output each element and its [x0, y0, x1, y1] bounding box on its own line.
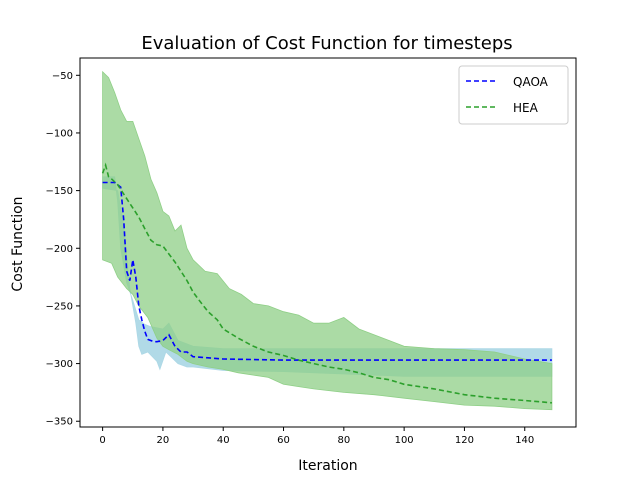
y-tick-label: −100 [46, 128, 73, 139]
x-tick-label: 60 [277, 435, 290, 446]
x-tick-label: 0 [99, 435, 105, 446]
y-axis-ticks: −50 −100 −150 −200 −250 −300 −350 [46, 71, 80, 428]
band-hea [102, 70, 553, 411]
x-tick-label: 140 [515, 435, 534, 446]
y-tick-label: −50 [52, 71, 73, 82]
x-tick-label: 120 [455, 435, 474, 446]
x-tick-label: 80 [337, 435, 350, 446]
legend-label-hea: HEA [513, 101, 539, 115]
y-tick-label: −300 [46, 359, 73, 370]
x-tick-label: 20 [157, 435, 170, 446]
series-line-hea [101, 162, 552, 404]
x-axis-ticks: 0 20 40 60 80 100 120 140 [99, 427, 534, 446]
plot-frame [79, 57, 577, 428]
series-line-qaoa [102, 181, 552, 361]
y-tick-label: −350 [46, 417, 73, 428]
x-axis-label: Iteration [298, 458, 357, 474]
y-tick-label: −150 [46, 186, 73, 197]
legend: QAOA HEA [458, 65, 569, 125]
x-tick-label: 100 [395, 435, 414, 446]
y-axis-label: Cost Function [10, 196, 26, 291]
x-tick-label: 40 [217, 435, 230, 446]
plot-content [101, 70, 553, 411]
legend-label-qaoa: QAOA [513, 75, 549, 89]
y-tick-label: −200 [46, 244, 73, 255]
chart-title: Evaluation of Cost Function for timestep… [141, 33, 512, 54]
y-tick-label: −250 [46, 301, 73, 312]
